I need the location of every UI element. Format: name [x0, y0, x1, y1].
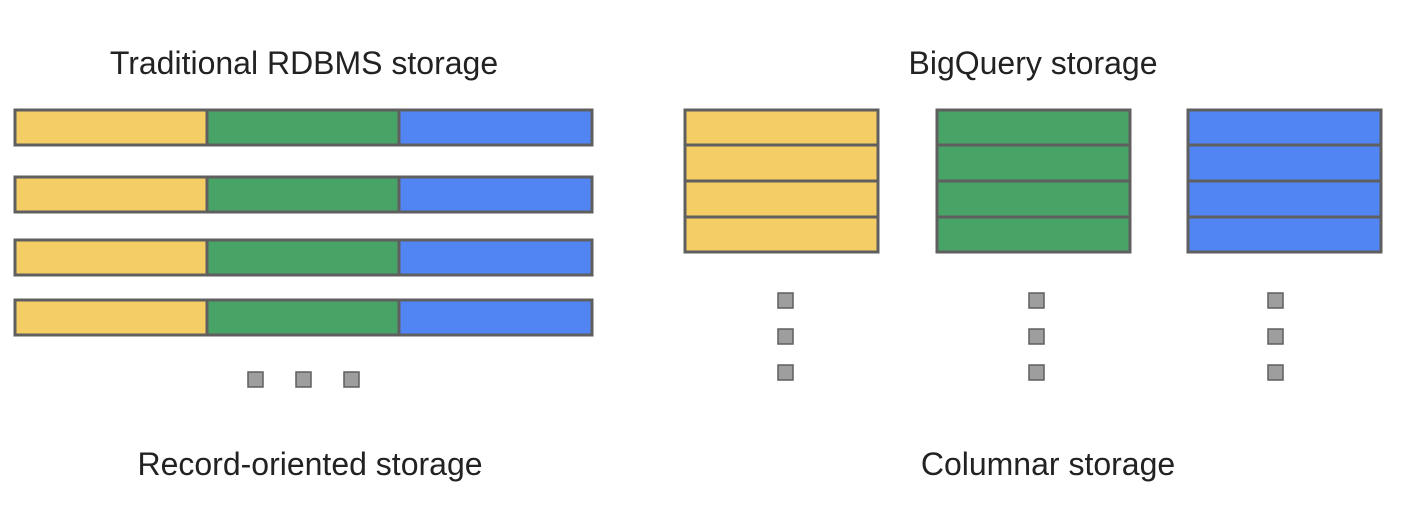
record-cell-blue: [397, 298, 594, 337]
ellipsis-dot: [777, 364, 794, 381]
column-ellipsis-dots: [777, 292, 1284, 381]
column-cell-blue: [1186, 179, 1383, 219]
record-cell-yellow: [13, 298, 209, 337]
column-cell-green: [935, 215, 1132, 254]
column-blue: [1186, 108, 1383, 254]
record-row: [13, 175, 594, 214]
column-cell-green: [935, 143, 1132, 183]
record-oriented-caption: Record-oriented storage: [137, 446, 483, 482]
record-row: [13, 238, 594, 277]
record-cell-blue: [397, 238, 594, 277]
record-cell-yellow: [13, 175, 209, 214]
ellipsis-dot: [1267, 292, 1284, 309]
ellipsis-dot: [777, 292, 794, 309]
record-row: [13, 298, 594, 337]
record-cell-green: [205, 108, 401, 147]
record-cell-green: [205, 238, 401, 277]
ellipsis-dot: [247, 371, 264, 388]
ellipsis-dot: [1028, 328, 1045, 345]
ellipsis-dot: [343, 371, 360, 388]
record-cell-green: [205, 175, 401, 214]
record-cell-green: [205, 298, 401, 337]
record-row: [13, 108, 594, 147]
column-cell-yellow: [683, 143, 880, 183]
record-oriented-rows: [13, 108, 594, 337]
bigquery-storage-title: BigQuery storage: [908, 45, 1158, 81]
ellipsis-dot: [295, 371, 312, 388]
ellipsis-dot: [1028, 364, 1045, 381]
record-cell-yellow: [13, 108, 209, 147]
ellipsis-dot: [777, 328, 794, 345]
column-green: [935, 108, 1132, 254]
column-cell-blue: [1186, 215, 1383, 254]
column-yellow: [683, 108, 880, 254]
record-ellipsis-dots: [247, 371, 360, 388]
ellipsis-dot: [1267, 364, 1284, 381]
record-cell-blue: [397, 175, 594, 214]
column-cell-green: [935, 108, 1132, 147]
column-cell-yellow: [683, 108, 880, 147]
columnar-caption: Columnar storage: [920, 446, 1176, 482]
column-cell-yellow: [683, 215, 880, 254]
rdbms-storage-title: Traditional RDBMS storage: [109, 45, 499, 81]
column-cell-blue: [1186, 108, 1383, 147]
ellipsis-dot: [1267, 328, 1284, 345]
record-cell-yellow: [13, 238, 209, 277]
column-cell-blue: [1186, 143, 1383, 183]
ellipsis-dot: [1028, 292, 1045, 309]
column-cell-yellow: [683, 179, 880, 219]
record-cell-blue: [397, 108, 594, 147]
column-cell-green: [935, 179, 1132, 219]
